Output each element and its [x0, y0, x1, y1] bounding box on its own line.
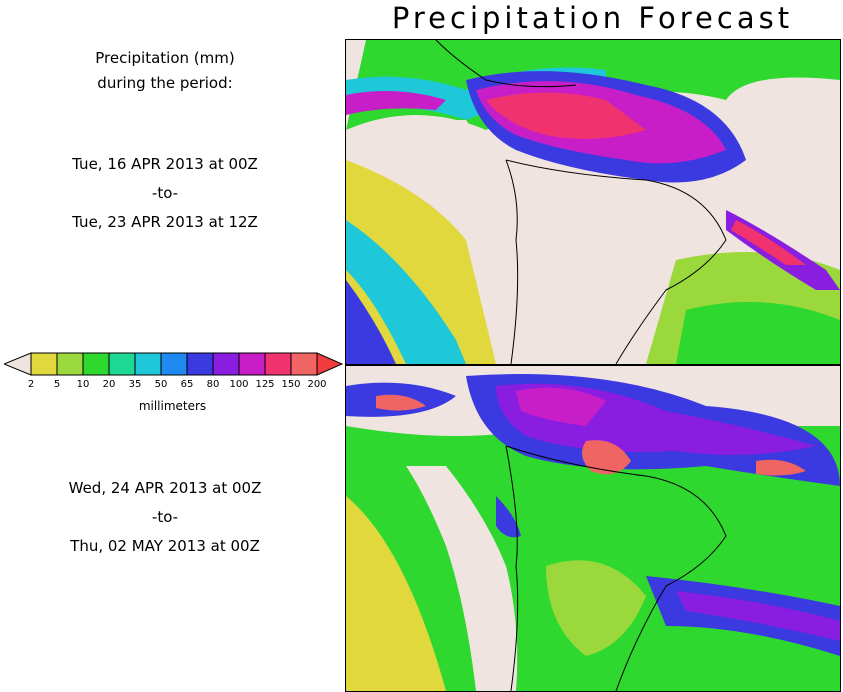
colorbar-under-triangle: [4, 352, 32, 376]
colorbar-tick-label: 5: [53, 379, 61, 390]
page-title: Precipitation Forecast: [391, 1, 794, 35]
colorbar-over-triangle: [316, 352, 344, 376]
colorbar-swatch: [186, 352, 214, 376]
forecast-map-week1: [345, 39, 841, 365]
colorbar-tick-label: 20: [102, 379, 116, 390]
colorbar-ticks: 2 5 10 20 35 50 65 80 100 125 150 200: [0, 379, 345, 393]
period1-separator: -to-: [151, 184, 179, 202]
colorbar-unit-label: millimeters: [138, 399, 207, 413]
colorbar-tick-label: 10: [76, 379, 90, 390]
period2-end: Thu, 02 MAY 2013 at 00Z: [70, 537, 260, 555]
period1-end: Tue, 23 APR 2013 at 12Z: [72, 213, 258, 231]
forecast-map-week2: [345, 365, 841, 692]
colorbar-tick-label: 125: [255, 379, 275, 390]
legend-heading-line2: during the period:: [97, 74, 233, 92]
colorbar-tick-label: 35: [128, 379, 142, 390]
period2-separator: -to-: [151, 508, 179, 526]
colorbar-swatch: [238, 352, 266, 376]
colorbar-tick-label: 150: [281, 379, 301, 390]
colorbar-swatch: [160, 352, 188, 376]
colorbar-swatch: [108, 352, 136, 376]
colorbar-swatch: [30, 352, 58, 376]
colorbar-swatch: [290, 352, 318, 376]
colorbar-swatch: [82, 352, 110, 376]
period2-start: Wed, 24 APR 2013 at 00Z: [68, 479, 262, 497]
colorbar-tick-label: 80: [206, 379, 220, 390]
legend-heading-line1: Precipitation (mm): [95, 49, 235, 67]
colorbar: [4, 352, 344, 376]
colorbar-tick-label: 50: [154, 379, 168, 390]
colorbar-swatch: [56, 352, 84, 376]
colorbar-swatch: [264, 352, 292, 376]
colorbar-swatch: [134, 352, 162, 376]
period1-start: Tue, 16 APR 2013 at 00Z: [72, 155, 258, 173]
colorbar-tick-label: 200: [307, 379, 327, 390]
colorbar-tick-label: 65: [180, 379, 194, 390]
colorbar-tick-label: 2: [27, 379, 35, 390]
colorbar-tick-label: 100: [229, 379, 249, 390]
colorbar-swatch: [212, 352, 240, 376]
